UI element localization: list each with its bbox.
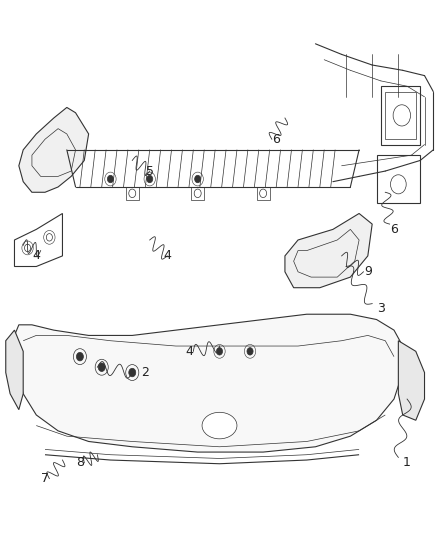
Circle shape [146,175,152,183]
FancyBboxPatch shape [376,155,419,203]
Circle shape [76,352,83,361]
Text: 4: 4 [163,249,171,262]
Ellipse shape [201,413,237,439]
Circle shape [128,368,135,377]
Text: 6: 6 [389,223,397,236]
Circle shape [107,175,113,183]
Text: 4: 4 [184,345,192,358]
Text: 6: 6 [272,133,279,146]
FancyBboxPatch shape [125,187,138,200]
PathPatch shape [14,314,402,452]
Circle shape [98,363,105,372]
FancyBboxPatch shape [380,86,419,144]
PathPatch shape [19,108,88,192]
PathPatch shape [14,214,62,266]
Text: 9: 9 [363,265,371,278]
Text: 5: 5 [145,165,153,177]
PathPatch shape [397,341,424,420]
PathPatch shape [284,214,371,288]
PathPatch shape [6,330,23,410]
FancyBboxPatch shape [191,187,204,200]
Text: 2: 2 [141,366,149,379]
Circle shape [216,348,222,355]
Text: 1: 1 [402,456,410,469]
Circle shape [247,348,253,355]
Text: 8: 8 [76,456,84,469]
Text: 7: 7 [41,472,49,485]
Circle shape [194,175,200,183]
Text: 4: 4 [32,249,40,262]
FancyBboxPatch shape [256,187,269,200]
Text: 3: 3 [376,302,384,316]
